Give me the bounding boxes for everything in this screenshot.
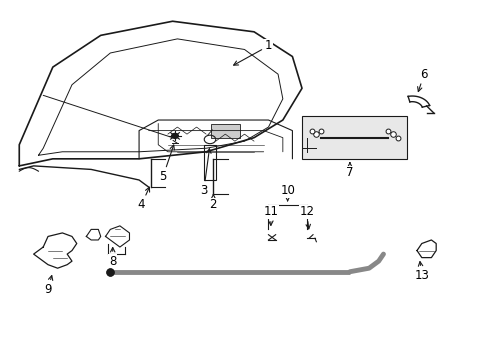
Text: 4: 4 — [138, 187, 149, 211]
Text: 2: 2 — [209, 194, 217, 211]
Text: 3: 3 — [200, 149, 211, 197]
Bar — [302, 117, 407, 159]
Circle shape — [171, 134, 178, 138]
Text: 10: 10 — [280, 184, 294, 201]
Text: 6: 6 — [417, 68, 427, 91]
Text: 13: 13 — [413, 262, 428, 282]
Text: 7: 7 — [346, 163, 353, 179]
Text: 8: 8 — [109, 248, 116, 267]
Text: 11: 11 — [263, 205, 278, 225]
Bar — [203, 145, 215, 180]
Text: 1: 1 — [233, 40, 272, 65]
Text: 9: 9 — [44, 276, 53, 296]
Bar — [210, 123, 239, 138]
Text: 12: 12 — [299, 205, 314, 229]
Text: 5: 5 — [159, 145, 174, 183]
